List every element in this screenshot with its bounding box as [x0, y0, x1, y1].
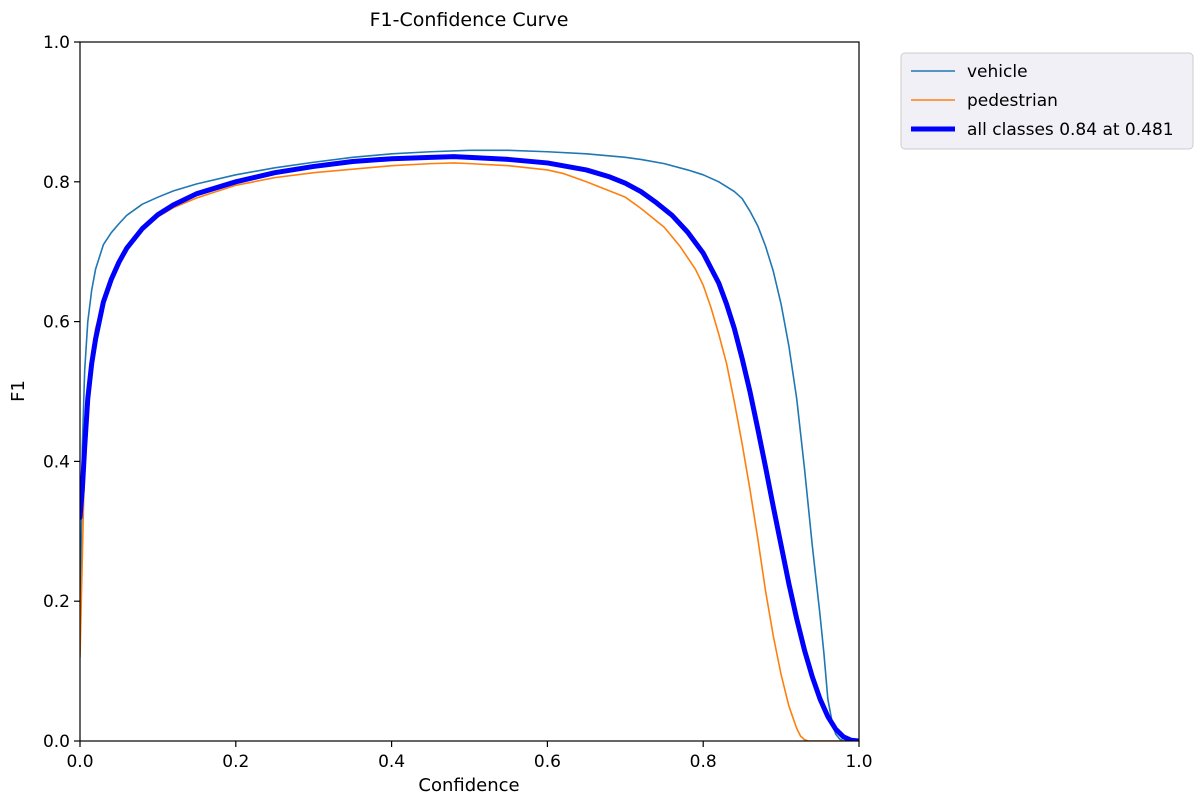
legend-label-2: pedestrian: [967, 91, 1058, 111]
plot-frame: [79, 41, 860, 742]
series-line-1: [80, 149, 859, 741]
y-tick-label: 0.6: [43, 313, 70, 333]
y-tick-label: 0.2: [43, 592, 70, 612]
x-tick-label: 0.0: [66, 752, 93, 772]
y-tick-label: 0.4: [43, 452, 70, 472]
legend: vehicle pedestrian all classes 0.84 at 0.4…: [900, 52, 1194, 150]
y-tick-label: 1.0: [43, 33, 70, 53]
x-axis-label: Confidence: [418, 775, 519, 796]
y-axis-label: F1: [8, 380, 29, 402]
x-tick-label: 0.2: [222, 752, 249, 772]
x-tick-label: 0.4: [378, 752, 405, 772]
series-line-3: [80, 154, 859, 741]
x-axis-ticks: 0.0 0.2 0.4 0.6 0.8 1.0: [66, 741, 873, 772]
x-tick-label: 0.8: [690, 752, 717, 772]
y-axis-ticks: 0.0 0.2 0.4 0.6 0.8 1.0: [43, 33, 80, 752]
chart-title: F1-Confidence Curve: [370, 9, 569, 31]
x-tick-label: 1.0: [845, 752, 872, 772]
legend-label-1: vehicle: [967, 62, 1028, 82]
y-tick-label: 0.0: [43, 732, 70, 752]
legend-label-3: all classes 0.84 at 0.481: [967, 120, 1174, 140]
series-line-2: [80, 162, 859, 741]
legend-box: [900, 52, 1194, 150]
x-tick-label: 0.6: [534, 752, 561, 772]
y-tick-label: 0.8: [43, 173, 70, 193]
series-layer: [80, 149, 859, 741]
